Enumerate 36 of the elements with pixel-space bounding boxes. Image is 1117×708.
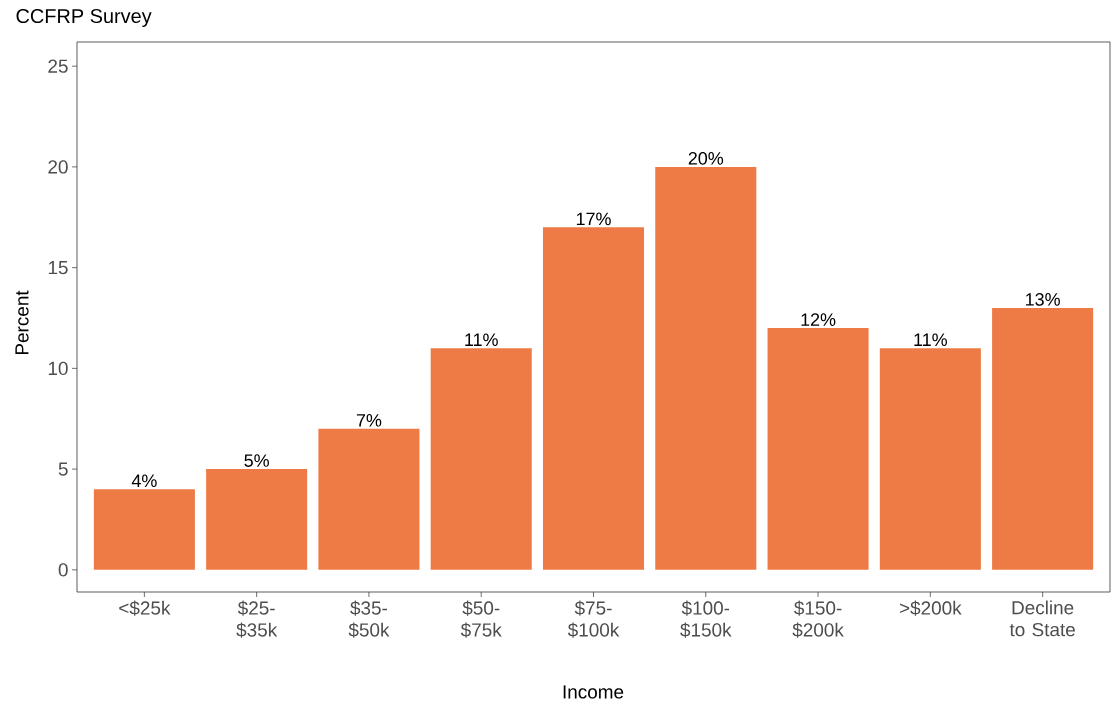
bar [542,227,645,570]
data-label: 4% [131,474,157,488]
bar [992,307,1094,570]
bar [767,328,869,570]
y-axis-title: Percent [15,290,29,355]
data-label: 13% [1026,293,1060,306]
y-tick-label: 0 [58,563,68,577]
chart-title: CCFRP Survey [16,8,152,28]
y-tick-label: 5 [58,462,68,476]
bar [93,489,195,570]
y-tick-label: 25 [48,59,68,73]
x-tick-label: <$25k [119,600,171,616]
x-tick-label: $150- $200k [792,600,844,638]
y-tick-label: 15 [48,261,68,275]
bar [655,166,757,570]
x-tick-label: $100- $150k [680,600,732,638]
x-tick-label: Decline to State [1009,600,1075,637]
data-label: 11% [914,333,947,347]
bar [879,348,981,570]
x-tick-label: $35- $50k [348,600,390,638]
bar [318,428,420,570]
x-tick-label: >$200k [899,600,962,616]
x-tick-label: $25- $35k [236,600,278,638]
bar [206,469,308,570]
x-axis-title: Income [563,685,624,699]
data-label: 11% [465,333,498,347]
x-tick-label: $50- $75k [460,600,502,638]
y-tick-label: 20 [48,160,68,174]
bar [430,348,532,570]
data-label: 7% [356,414,382,427]
y-tick-label: 10 [48,361,68,376]
data-label: 17% [576,212,611,226]
data-label: 20% [688,152,724,165]
data-label: 12% [801,313,836,326]
x-tick-label: $75- $100k [567,600,620,638]
data-label: 5% [244,454,269,467]
